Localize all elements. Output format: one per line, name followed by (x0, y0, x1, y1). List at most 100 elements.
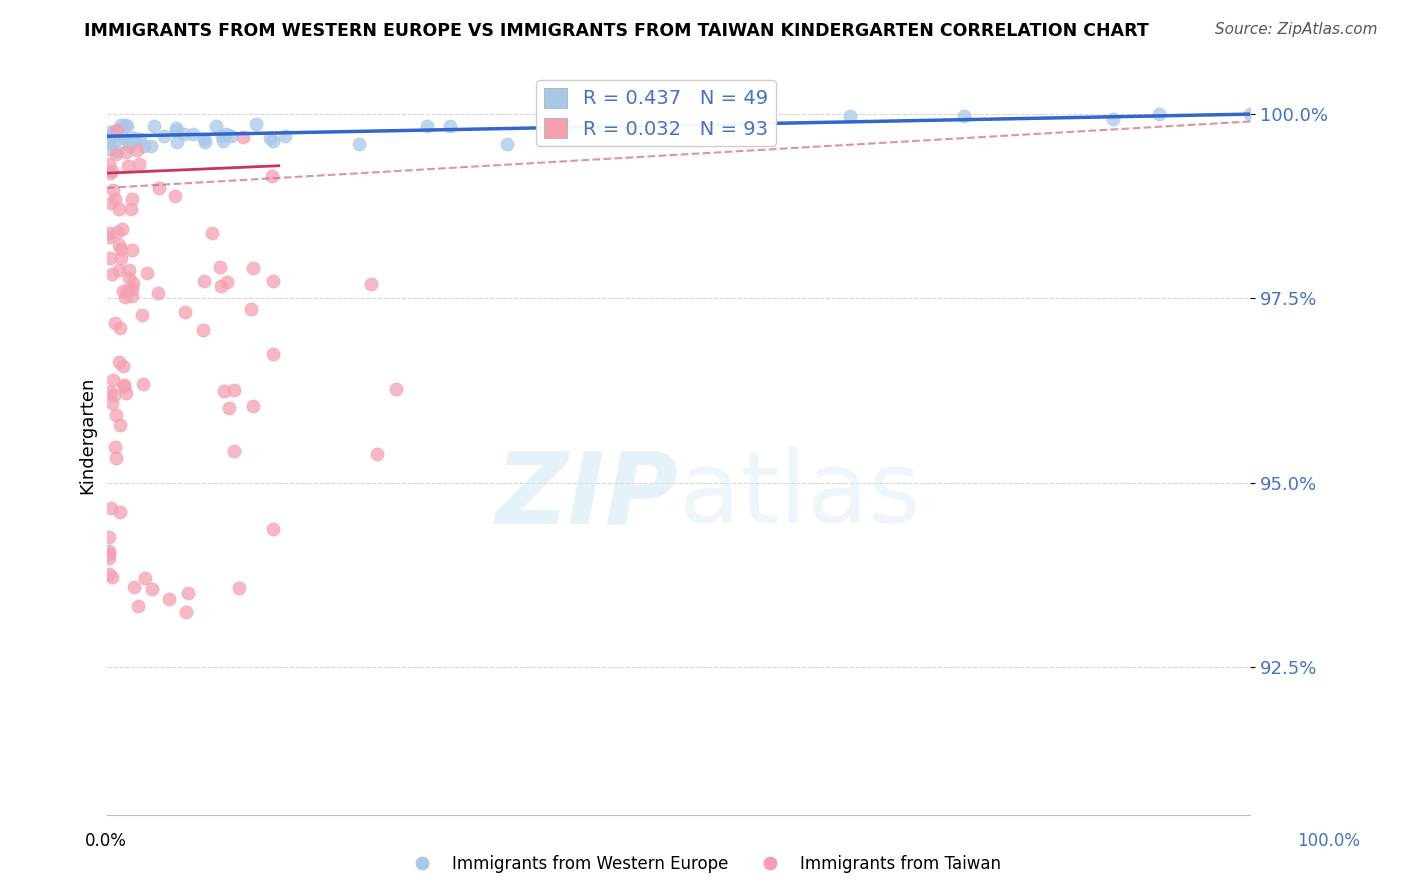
Point (262, 347, 284, 361)
Point (97, 530, 120, 544)
Point (953, 109, 976, 123)
Point (132, 138, 155, 153)
Point (110, 252, 132, 266)
Point (194, 135, 217, 149)
Point (108, 263, 131, 277)
Point (347, 137, 370, 152)
Point (165, 120, 187, 135)
Point (107, 202, 129, 216)
Point (101, 164, 124, 178)
Point (98, 384, 121, 399)
Point (127, 599, 149, 614)
Point (165, 124, 187, 138)
Point (209, 278, 232, 293)
Point (228, 581, 250, 595)
Point (1147, 107, 1170, 121)
Point (114, 145, 136, 159)
Point (115, 284, 138, 298)
Point (114, 290, 136, 304)
Point (839, 109, 862, 123)
Point (193, 274, 215, 288)
Point (98, 142, 121, 156)
Point (262, 134, 284, 148)
Point (134, 571, 156, 585)
Point (118, 262, 141, 277)
Point (105, 408, 128, 422)
Point (212, 134, 235, 148)
Point (101, 570, 124, 584)
Point (114, 118, 136, 132)
Point (191, 323, 214, 337)
Point (108, 355, 131, 369)
Point (97, 566, 120, 581)
Point (610, 117, 633, 131)
Point (98, 166, 121, 180)
Point (121, 282, 143, 296)
Point (97, 551, 120, 566)
Point (131, 308, 153, 322)
Point (108, 321, 131, 335)
Point (104, 124, 127, 138)
Point (242, 261, 264, 276)
Point (142, 119, 165, 133)
Point (121, 289, 143, 303)
Point (98, 125, 121, 139)
Point (118, 136, 141, 151)
Point (259, 130, 281, 145)
Point (384, 382, 406, 396)
Point (174, 605, 197, 619)
Point (125, 143, 148, 157)
Point (100, 195, 122, 210)
Point (159, 592, 181, 607)
Y-axis label: Kindergarten: Kindergarten (79, 376, 96, 493)
Point (101, 374, 124, 388)
Point (115, 120, 138, 134)
Point (177, 586, 200, 600)
Point (112, 359, 135, 374)
Point (111, 284, 134, 298)
Point (193, 132, 215, 146)
Point (1102, 112, 1125, 126)
Point (120, 202, 142, 216)
Point (360, 277, 382, 292)
Point (101, 396, 124, 410)
Point (262, 274, 284, 288)
Point (416, 119, 439, 133)
Point (118, 271, 141, 285)
Point (124, 580, 146, 594)
Point (121, 243, 143, 257)
Point (439, 119, 461, 133)
Point (205, 120, 228, 134)
Point (120, 138, 142, 153)
Point (100, 500, 122, 515)
Point (201, 226, 224, 240)
Point (221, 129, 243, 144)
Point (181, 127, 204, 141)
Point (103, 388, 125, 402)
Point (131, 376, 153, 391)
Point (117, 159, 139, 173)
Point (724, 115, 747, 129)
Point (222, 384, 245, 398)
Point (112, 379, 135, 393)
Point (105, 450, 128, 465)
Point (115, 386, 138, 401)
Point (117, 133, 139, 147)
Point (218, 401, 240, 415)
Text: 0.0%: 0.0% (84, 831, 127, 849)
Point (107, 123, 129, 137)
Point (112, 131, 135, 145)
Point (104, 440, 127, 454)
Point (122, 130, 145, 145)
Point (135, 266, 157, 280)
Point (274, 128, 297, 143)
Point (166, 135, 188, 149)
Point (245, 116, 267, 130)
Point (366, 447, 388, 461)
Point (98, 136, 121, 150)
Point (104, 316, 127, 330)
Point (112, 378, 135, 392)
Point (101, 183, 124, 197)
Point (98, 157, 121, 171)
Point (110, 118, 132, 132)
